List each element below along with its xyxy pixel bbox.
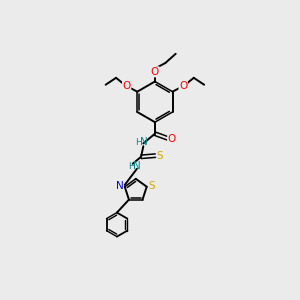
Text: S: S xyxy=(148,181,155,190)
Text: N: N xyxy=(140,137,148,147)
Text: O: O xyxy=(179,81,187,91)
Text: O: O xyxy=(122,81,131,91)
Text: O: O xyxy=(151,67,159,77)
Text: H: H xyxy=(128,162,134,171)
Text: O: O xyxy=(168,134,176,145)
Text: H: H xyxy=(135,138,142,147)
Text: N: N xyxy=(133,161,141,171)
Text: S: S xyxy=(157,151,163,161)
Text: N: N xyxy=(116,181,124,190)
